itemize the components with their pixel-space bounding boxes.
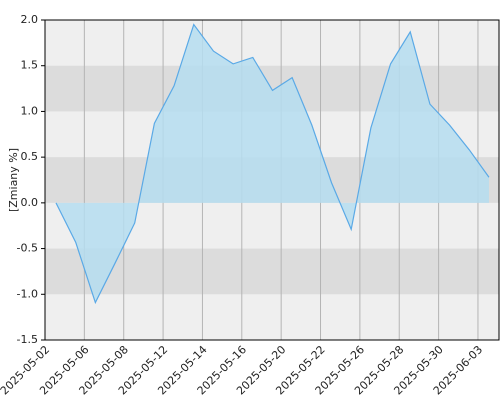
y-tick-label: -1.5	[17, 333, 38, 346]
y-tick-label: 0.0	[21, 196, 39, 209]
line	[55, 23, 490, 305]
y-axis-label: [Zmiany %]	[7, 148, 20, 212]
y-tick-label: -1.0	[17, 287, 38, 300]
area	[56, 24, 489, 303]
y-tick-label: 1.0	[21, 104, 39, 117]
y-tick-label: 2.0	[21, 13, 39, 26]
y-tick-label: 1.5	[21, 59, 39, 72]
y-tick-label: -0.5	[17, 242, 38, 255]
y-tick-label: 0.5	[21, 150, 39, 163]
grid-band	[45, 248, 499, 295]
plot-frame	[44, 19, 500, 341]
